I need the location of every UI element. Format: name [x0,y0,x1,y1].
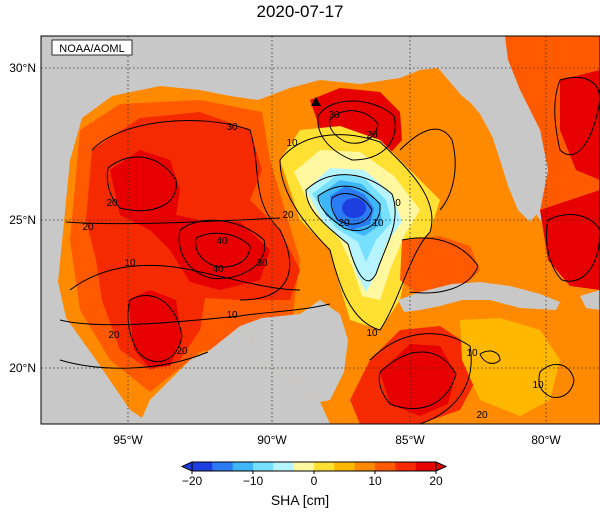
contour-label: 30 [328,110,340,121]
lat-label: 25°N [9,213,36,227]
lat-label: 20°N [9,361,36,375]
florida [462,60,548,222]
colorbar-tick: 10 [368,474,382,488]
contour-label: 30 [226,122,238,133]
credit-text: NOAA/AOML [59,43,124,55]
colorbar-ticks: −20 −10 0 10 20 [182,474,443,488]
mexico-west [41,130,330,424]
lat-label: 30°N [9,61,36,75]
contour-label: 20 [82,222,94,233]
colorbar-swatch [253,462,274,471]
colorbar-swatch [293,462,315,471]
cuba [398,282,560,312]
contour-label: 10 [466,348,478,359]
map-frame [40,35,600,425]
caribbean-eddy-core [380,344,456,416]
contour-label: 10 [532,380,544,391]
lon-label: 85°W [395,433,425,447]
contour-label: 30 [256,258,268,269]
yucatan [240,300,348,402]
contour-label: 10 [226,310,238,321]
contour-label: 20 [106,198,118,209]
contour-label: 10 [372,218,384,229]
contour-label: 20 [366,130,378,141]
colorbar-swatch [314,462,335,471]
contour-label: 10 [124,258,136,269]
colorbar-swatch [354,462,376,471]
colorbar-swatch [232,462,254,471]
east-caribbean-yellow [460,318,560,416]
colorbar-swatch [334,462,356,471]
hispaniola [580,290,600,310]
colorbar-swatch [273,462,295,471]
sw-eddy-core [128,290,182,368]
lon-label: 90°W [257,433,287,447]
contour-label: 40 [216,236,228,247]
colorbar-label: SHA [cm] [270,492,330,508]
colorbar-tick: 0 [311,474,318,488]
cold-eddy-center [342,198,366,218]
colorbar-tick: −20 [182,474,203,488]
contour-label: 20 [108,330,120,341]
colorbar-swatch [192,462,213,471]
contour-label: 20 [338,218,350,229]
contour-label: 20 [282,210,294,221]
contour-label: 20 [476,410,488,421]
contour-label: 20 [176,346,188,357]
colorbar-swatch [212,462,234,471]
east-gulf-band [400,236,480,296]
us-gulf-coast [41,36,505,140]
colorbar-min-arrow [180,461,193,472]
colorbar [180,461,448,474]
lat-labels: 30°N 25°N 20°N [9,61,36,375]
colorbar-swatch [395,462,417,471]
credit-box [51,39,133,56]
contour-label: 0 [395,198,401,209]
colorbar-max-arrow [435,461,448,472]
contour-label: 40 [212,264,224,275]
contour-lines [59,77,600,424]
graticule [41,36,600,424]
colorbar-tick: −10 [243,474,264,488]
colorbar-swatch [415,462,437,471]
contour-label: 10 [286,138,298,149]
colorbar-swatch [375,462,396,471]
lon-label: 80°W [531,433,561,447]
triangle-marker-icon [311,97,321,106]
map-title: 2020-07-17 [256,2,344,21]
contour-label: 10 [366,328,378,339]
atlantic-eddy [560,70,600,180]
lon-labels: 95°W 90°W 85°W 80°W [113,433,561,447]
colorbar-tick: 20 [429,474,443,488]
bahamas-red [540,190,600,290]
contour-label-group: 20 40 30 10 20 10 20 40 30 20 10 10 20 3… [82,110,544,421]
lon-label: 95°W [113,433,143,447]
